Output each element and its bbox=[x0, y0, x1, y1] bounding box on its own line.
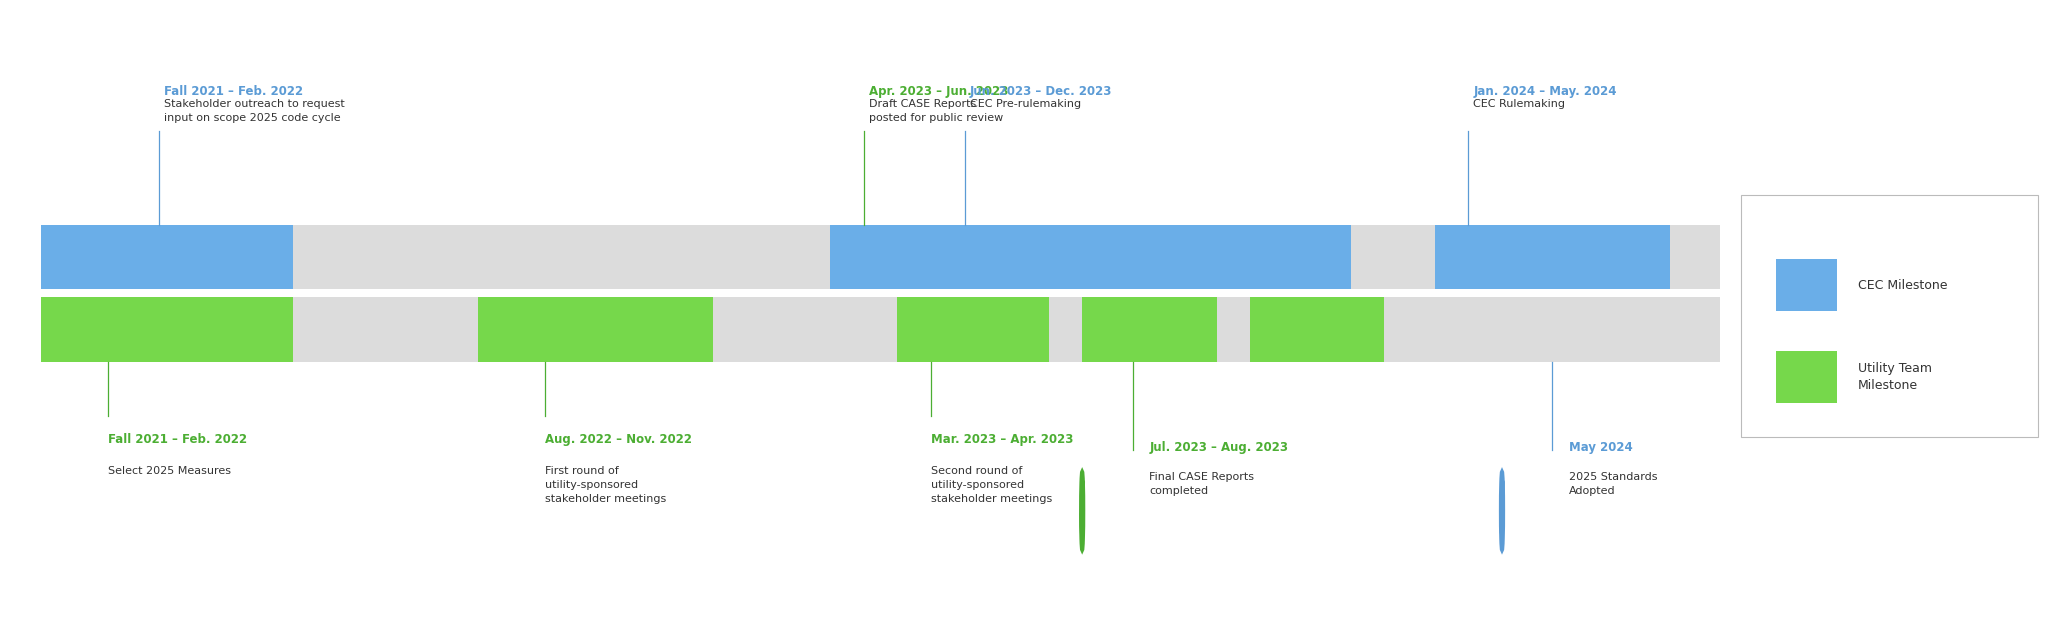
Text: Jul. 2023 – Aug. 2023: Jul. 2023 – Aug. 2023 bbox=[1149, 441, 1288, 454]
Bar bbox=[41, 298, 1720, 361]
Bar bbox=[41, 225, 1720, 289]
Text: Stakeholder outreach to request
input on scope 2025 code cycle: Stakeholder outreach to request input on… bbox=[164, 99, 344, 123]
Text: CEC Pre-rulemaking: CEC Pre-rulemaking bbox=[969, 99, 1081, 109]
Text: Draft CASE Reports
posted for public review: Draft CASE Reports posted for public rev… bbox=[868, 99, 1004, 123]
Text: Aug. 2022 – Nov. 2022: Aug. 2022 – Nov. 2022 bbox=[545, 433, 692, 446]
Text: Final CASE Reports
completed: Final CASE Reports completed bbox=[1149, 472, 1253, 496]
Text: Jan. 2024 – May. 2024: Jan. 2024 – May. 2024 bbox=[1473, 85, 1618, 98]
Text: Utility Team
Milestone: Utility Team Milestone bbox=[1858, 362, 1931, 392]
Text: Select 2025 Measures: Select 2025 Measures bbox=[109, 466, 231, 476]
Text: May 2024: May 2024 bbox=[1569, 441, 1632, 454]
Bar bbox=[1436, 225, 1669, 289]
Text: Mar. 2023 – Apr. 2023: Mar. 2023 – Apr. 2023 bbox=[932, 433, 1073, 446]
Text: First round of
utility-sponsored
stakeholder meetings: First round of utility-sponsored stakeho… bbox=[545, 466, 666, 504]
Text: Second round of
utility-sponsored
stakeholder meetings: Second round of utility-sponsored stakeh… bbox=[932, 466, 1053, 504]
Bar bbox=[897, 298, 1049, 361]
Bar bbox=[1249, 298, 1384, 361]
Bar bbox=[477, 298, 713, 361]
Bar bbox=[41, 225, 293, 289]
Text: Apr. 2023 – Jun. 2023: Apr. 2023 – Jun. 2023 bbox=[868, 85, 1008, 98]
Text: 2025 Standards
Adopted: 2025 Standards Adopted bbox=[1569, 472, 1657, 496]
Bar bbox=[1081, 298, 1217, 361]
Bar bbox=[829, 225, 1352, 289]
Text: Fall 2021 – Feb. 2022: Fall 2021 – Feb. 2022 bbox=[109, 433, 248, 446]
Text: Fall 2021 – Feb. 2022: Fall 2021 – Feb. 2022 bbox=[164, 85, 303, 98]
Text: Jun. 2023 – Dec. 2023: Jun. 2023 – Dec. 2023 bbox=[969, 85, 1112, 98]
Bar bbox=[41, 298, 293, 361]
Text: CEC Rulemaking: CEC Rulemaking bbox=[1473, 99, 1565, 109]
Text: CEC Milestone: CEC Milestone bbox=[1858, 278, 1948, 291]
